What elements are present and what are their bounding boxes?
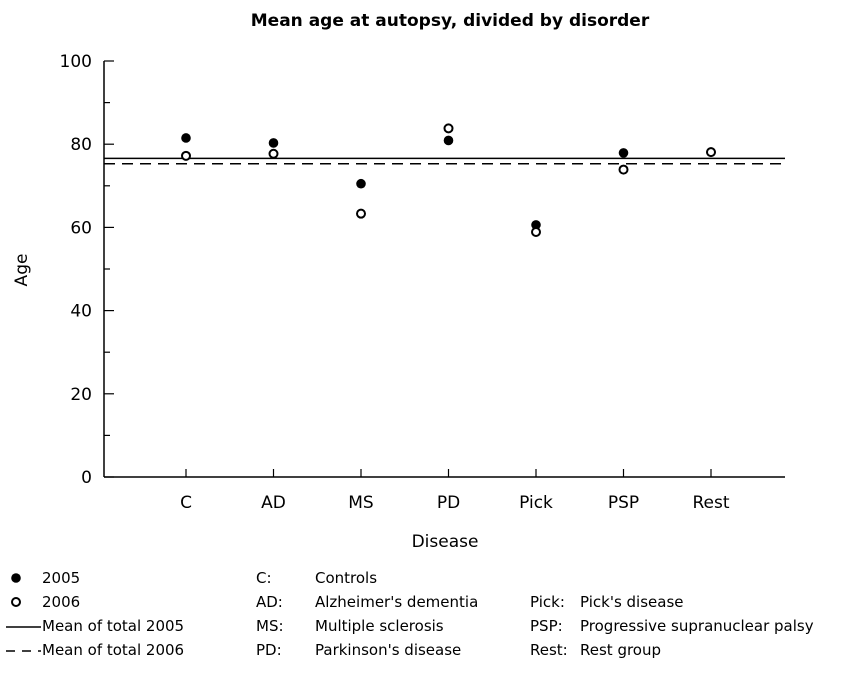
point-2005-pd xyxy=(443,135,454,146)
abbreviation-item: C: Controls xyxy=(256,566,478,590)
abbreviation-item: PD: Parkinson's disease xyxy=(256,638,478,662)
point-2006-pick xyxy=(531,226,541,237)
point-2005-c xyxy=(181,133,191,143)
x-tick-label-pd: PD xyxy=(437,493,460,513)
axes: 0 20 40 60 80 100 C AD MS PD Pick PSP Rest xyxy=(60,52,785,513)
point-2006-pd xyxy=(443,123,454,134)
abbreviation-value: Progressive supranuclear palsy xyxy=(580,617,814,635)
abbreviation-list-1: C: Controls AD: Alzheimer's dementia MS: Mu… xyxy=(256,566,478,662)
abbreviation-item: AD: Alzheimer's dementia xyxy=(256,590,478,614)
data-points xyxy=(181,123,716,237)
abbreviation-key: PD: xyxy=(256,641,282,659)
point-2005-pick xyxy=(531,220,541,230)
scatter-chart: Mean age at autopsy, divided by disorder… xyxy=(12,11,785,552)
x-tick-label-rest: Rest xyxy=(692,493,729,513)
x-axis-label: Disease xyxy=(412,532,479,552)
abbreviation-item: MS: Multiple sclerosis xyxy=(256,614,478,638)
abbreviation-value: Multiple sclerosis xyxy=(315,617,444,635)
point-2006-ad xyxy=(268,148,279,159)
open-circle-icon xyxy=(11,597,21,607)
abbreviation-item: Rest: Rest group xyxy=(530,638,814,662)
y-tick-label: 60 xyxy=(70,218,92,238)
point-2005-ad xyxy=(268,138,279,148)
point-2005-ms xyxy=(356,178,366,189)
dashed-line-icon xyxy=(6,650,41,652)
y-tick-label: 100 xyxy=(60,52,92,72)
y-tick-label: 40 xyxy=(70,302,92,322)
legend-label: Mean of total 2005 xyxy=(42,617,185,635)
abbreviation-key: C: xyxy=(256,569,272,587)
legend-label: 2006 xyxy=(42,593,81,611)
abbreviation-value: Controls xyxy=(315,569,378,587)
abbreviation-value: Alzheimer's dementia xyxy=(315,593,479,611)
abbreviation-key: MS: xyxy=(256,617,284,635)
abbreviation-key: PSP: xyxy=(530,617,563,635)
y-tick-label: 80 xyxy=(70,135,92,155)
abbreviation-item: Pick: Pick's disease xyxy=(530,590,814,614)
chart-title: Mean age at autopsy, divided by disorder xyxy=(251,11,650,31)
abbreviation-value: Pick's disease xyxy=(580,593,684,611)
x-tick-label-ad: AD xyxy=(261,493,286,513)
legend-label: 2005 xyxy=(42,569,81,587)
legend-item-2006: 2006 xyxy=(0,590,184,614)
solid-line-icon xyxy=(6,626,41,628)
abbreviation-key: AD: xyxy=(256,593,283,611)
x-tick-label-c: C xyxy=(180,493,192,513)
legend: 2005 2006 Mean of total 2005 Mean of tot… xyxy=(0,566,184,662)
abbreviation-item: PSP: Progressive supranuclear palsy xyxy=(530,614,814,638)
x-tick-label-ms: MS xyxy=(348,493,373,513)
abbreviation-list-2: Pick: Pick's disease PSP: Progressive supr… xyxy=(530,590,814,662)
point-2006-ms xyxy=(356,208,366,219)
legend-item-mean-2006: Mean of total 2006 xyxy=(0,638,184,662)
x-tick-label-pick: Pick xyxy=(519,493,553,513)
y-tick-label: 20 xyxy=(70,385,92,405)
legend-item-2005: 2005 xyxy=(0,566,184,590)
abbreviation-value: Parkinson's disease xyxy=(315,641,462,659)
legend-label: Mean of total 2006 xyxy=(42,641,185,659)
point-2005-psp xyxy=(618,148,629,158)
y-axis-label: Age xyxy=(12,254,32,287)
filled-circle-icon xyxy=(11,573,21,583)
point-2006-c xyxy=(181,150,191,161)
y-tick-label: 0 xyxy=(81,468,92,488)
abbreviation-key: Pick: xyxy=(530,593,565,611)
point-2006-psp xyxy=(618,164,629,175)
point-2006-rest xyxy=(706,147,716,158)
x-tick-label-psp: PSP xyxy=(608,493,639,513)
abbreviation-value: Rest group xyxy=(580,641,662,659)
reference-lines xyxy=(104,157,785,165)
abbreviation-key: Rest: xyxy=(530,641,568,659)
legend-item-mean-2005: Mean of total 2005 xyxy=(0,614,184,638)
